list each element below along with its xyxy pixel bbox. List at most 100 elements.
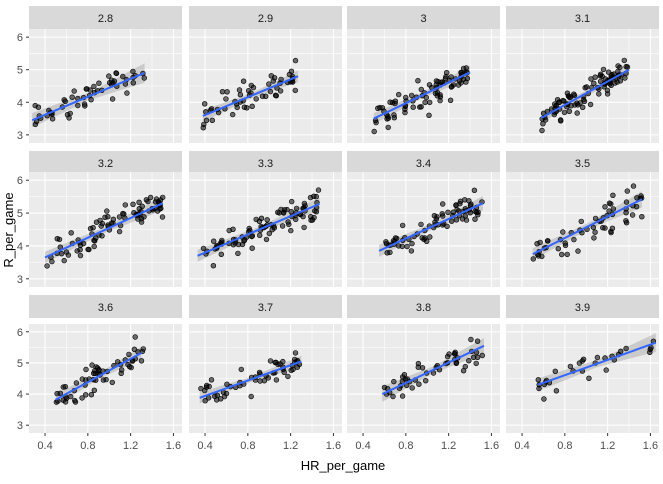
facet-panel-3.1: 3.1 xyxy=(506,6,659,143)
facet-strip xyxy=(506,295,659,318)
data-point xyxy=(292,87,298,94)
facet-strip xyxy=(347,151,500,174)
data-point xyxy=(437,97,443,104)
data-point xyxy=(410,104,416,110)
data-point xyxy=(99,233,105,239)
data-point xyxy=(597,71,604,78)
data-point xyxy=(98,223,104,229)
facet-strip-label: 3.8 xyxy=(416,302,431,314)
facet-strip xyxy=(189,151,342,174)
data-point xyxy=(434,93,441,99)
data-point xyxy=(458,80,464,86)
data-point xyxy=(552,368,558,374)
data-point xyxy=(458,69,464,76)
data-point xyxy=(571,91,577,97)
y-tick-label: 5 xyxy=(17,208,23,220)
data-point xyxy=(223,390,230,397)
data-point xyxy=(85,246,91,253)
data-point xyxy=(383,239,389,245)
data-point xyxy=(202,101,208,107)
data-point xyxy=(278,206,284,213)
data-point xyxy=(427,99,433,106)
data-point xyxy=(371,128,377,135)
x-tick-label: 0.8 xyxy=(80,440,95,452)
data-point xyxy=(630,183,637,189)
x-tick-label: 1.6 xyxy=(166,440,181,452)
data-point xyxy=(257,232,263,239)
data-point xyxy=(604,91,611,97)
data-point xyxy=(596,91,602,97)
facet-panel-3.7: 3.7 xyxy=(189,295,342,433)
data-point xyxy=(610,206,617,212)
facet-strip xyxy=(29,6,182,29)
data-point xyxy=(92,235,99,241)
data-point xyxy=(71,397,78,404)
data-point xyxy=(253,216,259,223)
data-point xyxy=(224,89,230,95)
data-point xyxy=(473,360,479,367)
data-point xyxy=(580,356,587,362)
data-point xyxy=(236,87,243,93)
data-point xyxy=(68,230,74,236)
data-point xyxy=(400,222,406,229)
data-point xyxy=(284,206,290,213)
y-tick-label: 3 xyxy=(17,274,23,286)
facet-strip-label: 2.9 xyxy=(258,13,273,25)
data-point xyxy=(534,241,540,247)
data-point xyxy=(223,96,229,102)
data-point xyxy=(77,242,84,248)
data-point xyxy=(211,238,217,244)
data-point xyxy=(131,346,138,352)
data-point xyxy=(446,351,452,357)
data-point xyxy=(390,393,396,400)
data-point xyxy=(409,385,415,391)
data-point xyxy=(116,214,123,220)
data-point xyxy=(387,99,393,105)
facet-panel-3: 3 xyxy=(347,6,500,143)
facet-strip xyxy=(506,6,659,29)
data-point xyxy=(647,349,653,355)
data-point xyxy=(464,75,471,82)
x-tick-label: 0.8 xyxy=(240,440,255,452)
data-point xyxy=(440,201,446,207)
data-point xyxy=(256,369,263,376)
data-point xyxy=(423,94,429,101)
x-tick-label: 0.8 xyxy=(557,440,572,452)
data-point xyxy=(479,352,485,359)
data-point xyxy=(399,243,405,250)
facet-strip xyxy=(347,295,500,318)
data-point xyxy=(579,104,586,111)
data-point xyxy=(590,224,597,231)
data-point xyxy=(250,84,257,91)
data-point xyxy=(431,213,438,219)
facet-strip-label: 3.9 xyxy=(575,302,590,314)
data-point xyxy=(253,96,259,102)
data-point xyxy=(230,111,236,118)
y-tick-label: 3 xyxy=(17,130,23,142)
data-point xyxy=(141,75,148,81)
data-point xyxy=(114,359,121,365)
data-point xyxy=(301,224,307,231)
x-tick-label: 0.4 xyxy=(197,440,212,452)
data-point xyxy=(592,215,599,222)
data-point xyxy=(209,117,216,124)
data-point xyxy=(267,88,274,95)
data-point xyxy=(69,94,75,100)
data-point xyxy=(551,101,558,107)
data-point xyxy=(266,81,272,87)
data-point xyxy=(259,93,266,99)
data-point xyxy=(249,103,255,110)
data-point xyxy=(587,101,594,108)
y-tick-label: 6 xyxy=(17,32,23,44)
data-point xyxy=(266,230,272,237)
data-point xyxy=(61,257,67,264)
data-point xyxy=(444,223,450,230)
data-point xyxy=(578,218,584,225)
data-point xyxy=(427,234,433,240)
data-point xyxy=(131,210,137,216)
data-point xyxy=(623,210,629,216)
data-point xyxy=(212,393,218,399)
data-point xyxy=(104,208,110,214)
data-point xyxy=(404,243,410,250)
data-point xyxy=(610,192,616,199)
